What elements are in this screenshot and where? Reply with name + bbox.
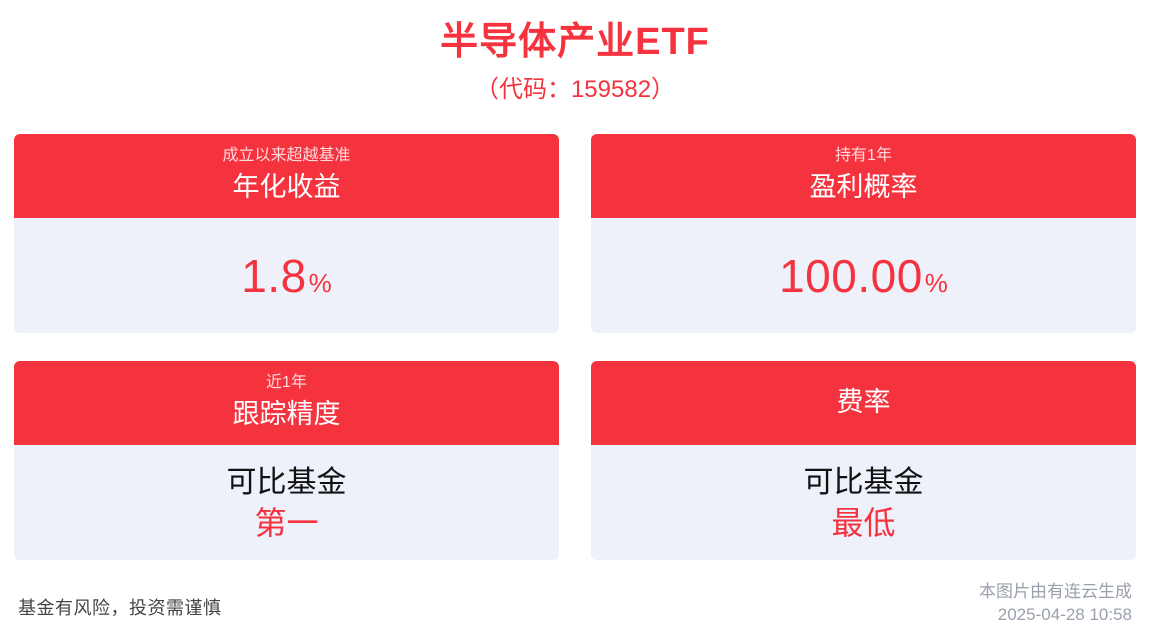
metric-card-grid: 成立以来超越基准 年化收益 1.8 % 持有1年 盈利概率 100.00 % [14,134,1136,560]
metric-card-profit-probability: 持有1年 盈利概率 100.00 % [591,134,1136,333]
metric-value: 1.8 % [241,250,332,302]
timestamp: 2025-04-28 10:58 [997,605,1132,624]
metric-number: 1.8 [241,249,307,302]
fund-code: （代码：159582） [474,76,676,103]
metric-rank: 第一 [254,504,319,541]
card-title: 年化收益 [232,172,341,202]
card-header: 持有1年 盈利概率 [591,134,1136,218]
metric-unit: % [308,267,332,298]
card-title: 盈利概率 [809,172,918,202]
metric-card-fee-rate: 费率 可比基金 最低 [591,361,1136,560]
card-subtitle: 成立以来超越基准 [222,147,351,164]
card-header: 费率 [591,361,1136,445]
metric-label: 可比基金 [803,465,924,499]
image-source: 本图片由有连云生成 2025-04-28 10:58 [979,580,1132,626]
metric-label: 可比基金 [226,465,347,499]
card-subtitle: 近1年 [266,374,307,391]
risk-disclaimer: 基金有风险，投资需谨慎 [18,598,222,618]
card-body: 1.8 % [14,218,559,333]
card-header: 近1年 跟踪精度 [14,361,559,445]
card-title: 费率 [836,387,891,417]
metric-value: 100.00 % [779,250,948,302]
metric-rank: 最低 [831,504,896,541]
card-header: 成立以来超越基准 年化收益 [14,134,559,218]
card-body: 可比基金 第一 [14,445,559,560]
card-subtitle: 持有1年 [835,147,892,164]
metric-card-tracking-accuracy: 近1年 跟踪精度 可比基金 第一 [14,361,559,560]
metric-number: 100.00 [779,249,923,302]
card-body: 可比基金 最低 [591,445,1136,560]
card-body: 100.00 % [591,218,1136,333]
card-title: 跟踪精度 [232,399,341,429]
metric-unit: % [924,267,948,298]
footer: 基金有风险，投资需谨慎 本图片由有连云生成 2025-04-28 10:58 [0,578,1150,632]
header: 半导体产业ETF （代码：159582） [0,0,1150,106]
source-text: 本图片由有连云生成 [979,582,1132,601]
page-title: 半导体产业ETF [440,21,710,63]
metric-card-annualized-return: 成立以来超越基准 年化收益 1.8 % [14,134,559,333]
